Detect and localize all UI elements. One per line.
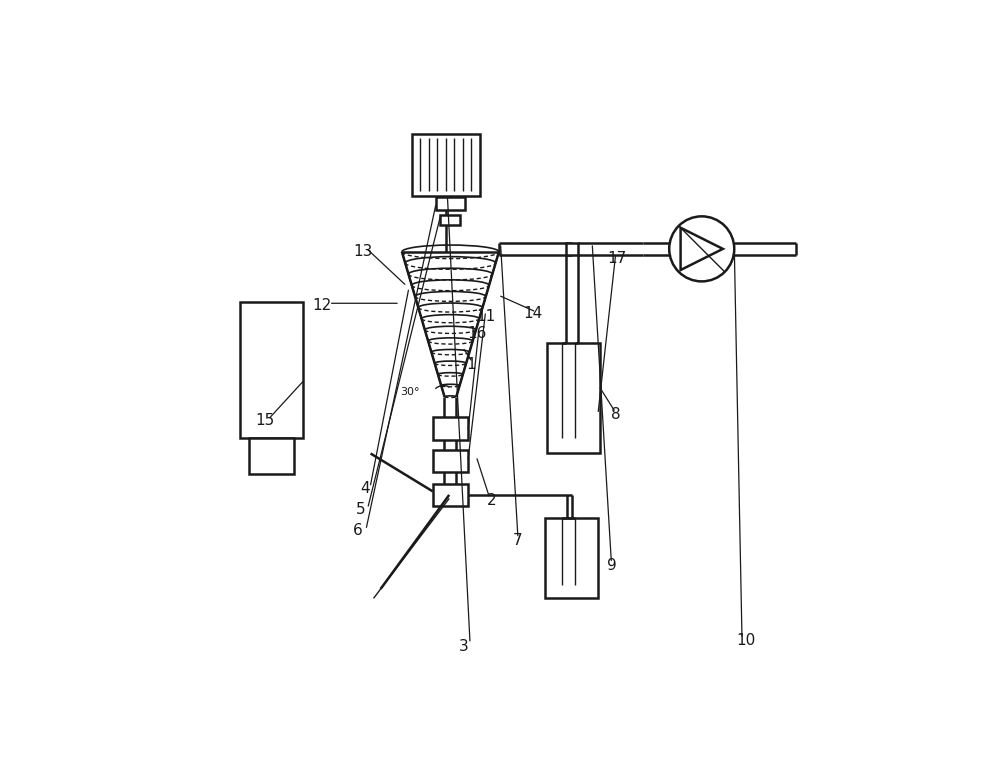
Text: 11: 11 — [476, 310, 496, 324]
Text: 12: 12 — [312, 297, 332, 313]
Text: 13: 13 — [354, 244, 373, 260]
Text: 16: 16 — [467, 326, 487, 341]
Text: 17: 17 — [608, 251, 627, 266]
Text: 5: 5 — [356, 502, 366, 517]
Text: 10: 10 — [736, 634, 755, 648]
Bar — [249, 438, 294, 474]
Text: 4: 4 — [360, 481, 369, 496]
Bar — [240, 302, 303, 438]
Bar — [433, 418, 468, 440]
Text: 30°: 30° — [400, 387, 420, 397]
Bar — [566, 243, 578, 255]
Text: 8: 8 — [611, 407, 621, 422]
Bar — [433, 450, 468, 472]
Text: 14: 14 — [524, 306, 543, 322]
Text: 6: 6 — [353, 524, 362, 538]
Bar — [547, 343, 600, 453]
Text: 15: 15 — [256, 413, 275, 428]
Text: 7: 7 — [512, 533, 522, 548]
Text: 9: 9 — [607, 558, 617, 573]
Bar — [433, 484, 468, 506]
Bar — [436, 197, 465, 210]
Text: 2: 2 — [487, 493, 497, 508]
Text: 1: 1 — [466, 356, 476, 372]
Bar — [412, 134, 480, 196]
Bar — [545, 518, 598, 598]
Bar — [440, 215, 460, 224]
Text: 3: 3 — [459, 639, 469, 654]
